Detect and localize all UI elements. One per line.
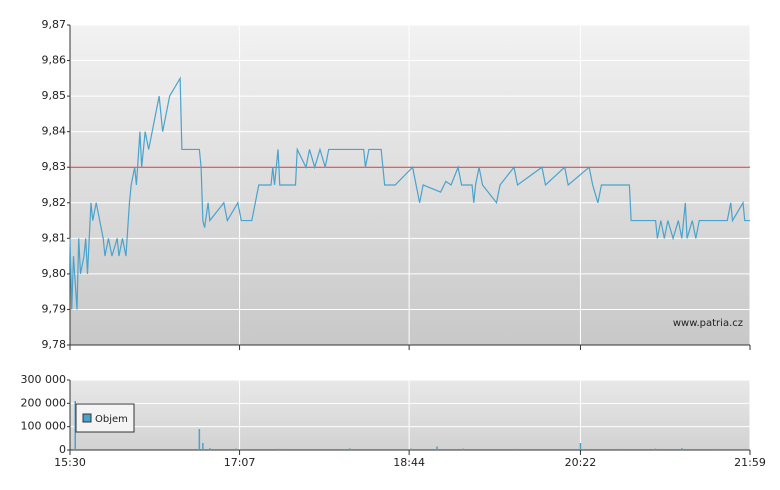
- x-tick-label: 18:44: [393, 456, 425, 469]
- x-tick-label: 15:30: [54, 456, 86, 469]
- price-plot-area: [70, 25, 750, 345]
- y-tick-label: 9,78: [42, 338, 67, 351]
- legend-swatch: [82, 413, 92, 423]
- y-tick-label: 200 000: [21, 396, 67, 409]
- y-tick-label: 0: [59, 443, 66, 456]
- y-tick-label: 9,82: [42, 196, 67, 209]
- y-tick-label: 9,81: [42, 231, 67, 244]
- y-tick-label: 9,80: [42, 267, 67, 280]
- price-line: [69, 76, 750, 310]
- y-tick-label: 9,83: [42, 160, 67, 173]
- y-tick-label: 9,79: [42, 302, 67, 315]
- x-tick-label: 17:07: [224, 456, 256, 469]
- y-tick-label: 9,87: [42, 18, 67, 31]
- x-tick-label: 20:22: [565, 456, 597, 469]
- y-tick-label: 9,86: [42, 54, 67, 67]
- y-tick-label: 9,85: [42, 89, 67, 102]
- watermark: www.patria.cz: [673, 318, 743, 329]
- y-tick-label: 100 000: [21, 420, 67, 433]
- y-tick-label: 9,84: [42, 125, 67, 138]
- legend-label: Objem: [95, 414, 128, 425]
- x-tick-label: 21:59: [734, 456, 766, 469]
- volume-plot-area: [70, 380, 750, 450]
- y-tick-label: 300 000: [21, 373, 67, 386]
